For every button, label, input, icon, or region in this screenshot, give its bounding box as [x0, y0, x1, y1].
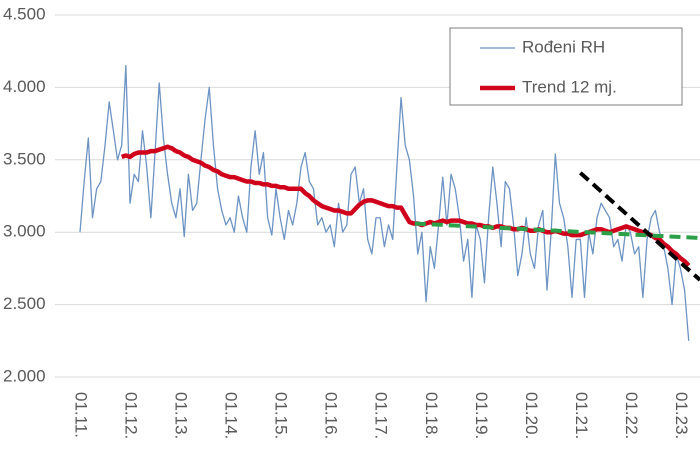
y-tick-label: 2.000 — [3, 366, 46, 385]
trend-line — [414, 221, 700, 240]
x-tick-label: 01.16. — [322, 392, 341, 439]
legend-label: Rođeni RH — [522, 37, 605, 56]
y-tick-label: 4.500 — [3, 4, 46, 23]
x-tick-label: 01.17. — [372, 392, 391, 439]
y-tick-label: 3.000 — [3, 222, 46, 241]
legend: Rođeni RH Trend 12 mj. — [449, 27, 683, 106]
y-tick-label: 3.500 — [3, 149, 46, 168]
legend-label: Trend 12 mj. — [522, 77, 617, 96]
x-tick-label: 01.21. — [572, 392, 591, 439]
y-tick-label: 2.500 — [3, 294, 46, 313]
x-tick-label: 01.19. — [472, 392, 491, 439]
x-tick-label: 01.12. — [122, 392, 141, 439]
x-tick-label: 01.14. — [222, 392, 241, 439]
trend-line — [579, 171, 700, 282]
legend-box — [449, 27, 683, 106]
x-tick-label: 01.22. — [622, 392, 641, 439]
x-tick-label: 01.11. — [72, 392, 91, 438]
x-tick-label: 01.18. — [422, 392, 441, 439]
x-tick-label: 01.15. — [272, 392, 291, 439]
x-tick-label: 01.23. — [672, 392, 691, 439]
y-tick-label: 4.000 — [3, 77, 46, 96]
x-tick-label: 01.20. — [522, 392, 541, 439]
series-line — [120, 144, 691, 268]
series-line — [79, 65, 690, 341]
x-tick-label: 01.13. — [172, 392, 191, 439]
